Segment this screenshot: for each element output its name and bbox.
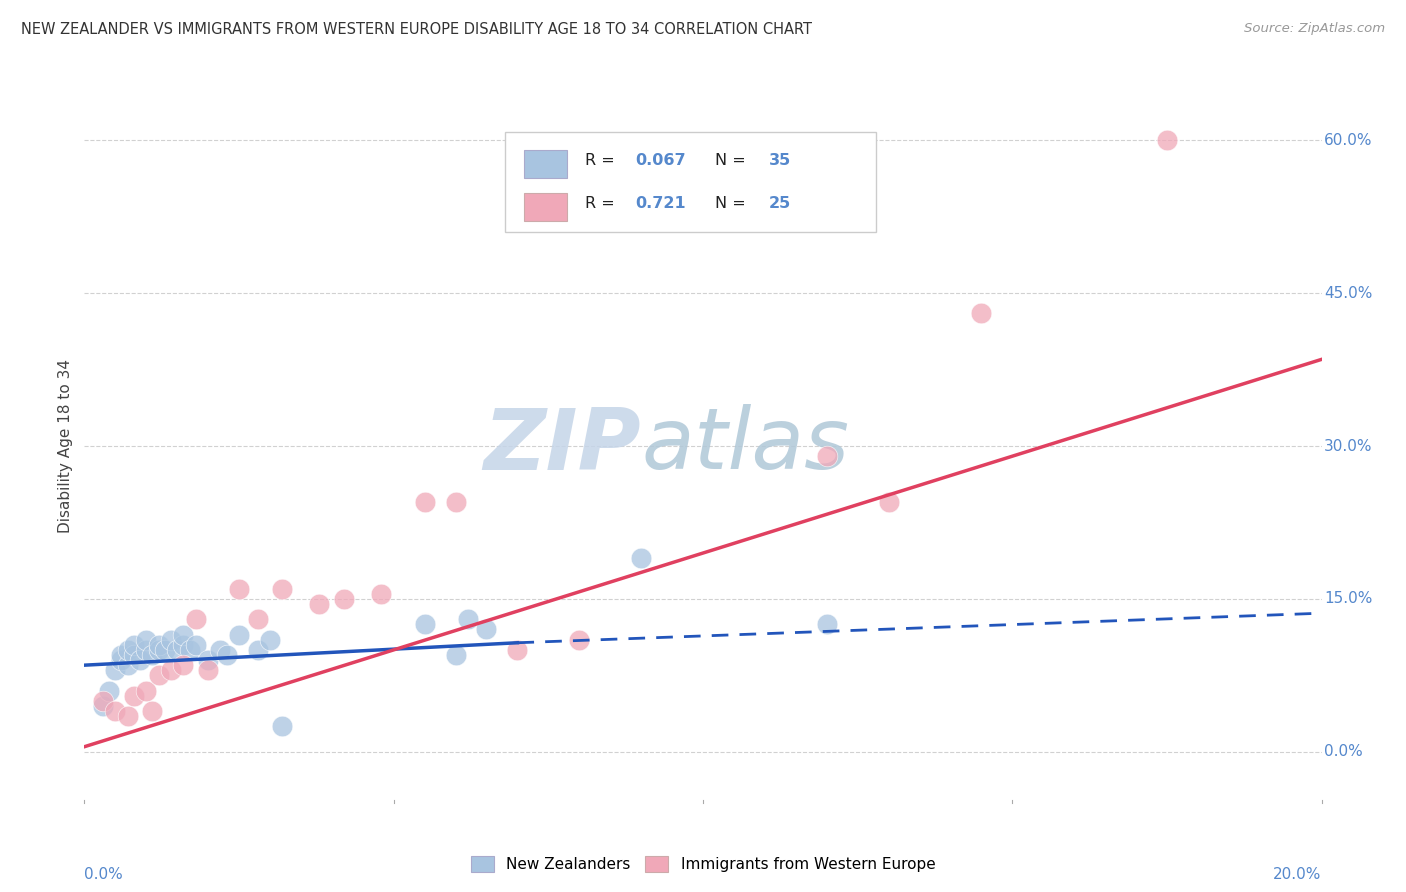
- Point: [104, 704, 127, 718]
- Point: [122, 638, 145, 652]
- Text: 30.0%: 30.0%: [1324, 439, 1372, 453]
- Legend: New Zealanders, Immigrants from Western Europe: New Zealanders, Immigrants from Western …: [463, 848, 943, 880]
- Text: 0.067: 0.067: [636, 153, 686, 168]
- Point: [197, 653, 219, 667]
- Point: [141, 648, 163, 662]
- Text: 25: 25: [769, 196, 790, 211]
- Text: 0.721: 0.721: [636, 196, 686, 211]
- Y-axis label: Disability Age 18 to 34: Disability Age 18 to 34: [58, 359, 73, 533]
- Point: [148, 668, 170, 682]
- Point: [228, 582, 250, 596]
- Point: [129, 653, 152, 667]
- Text: 0.0%: 0.0%: [1324, 744, 1362, 759]
- Point: [877, 495, 900, 509]
- Text: 35: 35: [769, 153, 790, 168]
- Point: [166, 643, 188, 657]
- Point: [246, 612, 269, 626]
- Point: [179, 643, 201, 657]
- Text: R =: R =: [585, 153, 620, 168]
- Text: N =: N =: [716, 153, 751, 168]
- Text: 15.0%: 15.0%: [1324, 591, 1372, 607]
- Point: [117, 643, 139, 657]
- Text: Source: ZipAtlas.com: Source: ZipAtlas.com: [1244, 22, 1385, 36]
- Point: [259, 632, 281, 647]
- Text: R =: R =: [585, 196, 626, 211]
- Point: [184, 612, 207, 626]
- Point: [148, 638, 170, 652]
- Point: [457, 612, 479, 626]
- Text: 60.0%: 60.0%: [1324, 133, 1372, 148]
- Point: [308, 597, 330, 611]
- Point: [568, 632, 591, 647]
- Point: [110, 653, 132, 667]
- Point: [444, 495, 467, 509]
- Bar: [523, 193, 567, 221]
- Point: [413, 495, 436, 509]
- Point: [117, 709, 139, 723]
- Text: atlas: atlas: [641, 404, 849, 488]
- Point: [122, 689, 145, 703]
- Bar: [523, 150, 567, 178]
- Point: [135, 632, 157, 647]
- Point: [141, 704, 163, 718]
- Point: [148, 643, 170, 657]
- Point: [271, 582, 294, 596]
- Point: [630, 551, 652, 566]
- Text: 0.0%: 0.0%: [84, 867, 124, 882]
- Point: [1156, 133, 1178, 147]
- Point: [91, 694, 114, 708]
- Text: NEW ZEALANDER VS IMMIGRANTS FROM WESTERN EUROPE DISABILITY AGE 18 TO 34 CORRELAT: NEW ZEALANDER VS IMMIGRANTS FROM WESTERN…: [21, 22, 813, 37]
- Point: [122, 648, 145, 662]
- Point: [135, 683, 157, 698]
- Point: [184, 638, 207, 652]
- Point: [172, 638, 194, 652]
- Point: [475, 623, 498, 637]
- Point: [815, 617, 838, 632]
- Point: [970, 306, 993, 320]
- Text: 20.0%: 20.0%: [1274, 867, 1322, 882]
- Point: [444, 648, 467, 662]
- Point: [104, 663, 127, 677]
- Point: [271, 719, 294, 733]
- Point: [413, 617, 436, 632]
- Point: [160, 663, 183, 677]
- Bar: [505, 132, 876, 232]
- Point: [197, 663, 219, 677]
- Text: 45.0%: 45.0%: [1324, 285, 1372, 301]
- Point: [91, 698, 114, 713]
- Point: [815, 449, 838, 463]
- Text: ZIP: ZIP: [484, 404, 641, 488]
- Point: [370, 587, 392, 601]
- Point: [209, 643, 232, 657]
- Point: [98, 683, 121, 698]
- Point: [153, 643, 176, 657]
- Point: [160, 632, 183, 647]
- Point: [246, 643, 269, 657]
- Point: [110, 648, 132, 662]
- Point: [172, 627, 194, 641]
- Point: [506, 643, 529, 657]
- Text: N =: N =: [716, 196, 751, 211]
- Point: [172, 658, 194, 673]
- Point: [215, 648, 238, 662]
- Point: [135, 643, 157, 657]
- Point: [117, 658, 139, 673]
- Point: [333, 591, 356, 606]
- Point: [228, 627, 250, 641]
